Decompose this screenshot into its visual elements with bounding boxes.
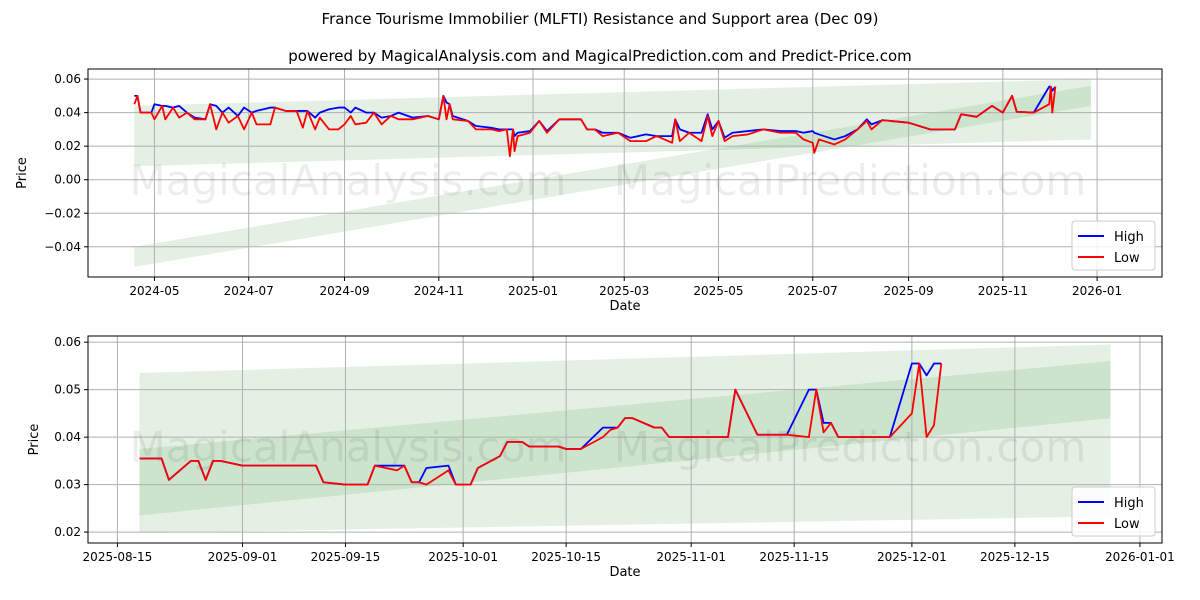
x-tick-label: 2025-07	[788, 284, 838, 298]
watermark-prediction: MagicalPrediction.com	[614, 423, 1087, 472]
x-tick-label: 2025-09-01	[208, 550, 278, 564]
y-tick-label: 0.02	[54, 525, 81, 539]
y-tick-label: 0.03	[54, 478, 81, 492]
y-axis-label: Price	[15, 157, 30, 189]
band-2	[139, 361, 1111, 516]
x-axis-label: Date	[609, 565, 640, 580]
band-1	[139, 344, 1111, 534]
x-tick-label: 2026-01-01	[1105, 550, 1175, 564]
legend-label-low: Low	[1114, 251, 1140, 266]
x-tick-label: 2025-05	[693, 284, 743, 298]
plot-frame	[87, 335, 1163, 544]
chart-title: France Tourisme Immobilier (MLFTI) Resis…	[321, 10, 879, 28]
y-tick-label: 0.06	[54, 335, 81, 349]
watermark-prediction: MagicalPrediction.com	[614, 156, 1087, 205]
x-tick-label: 2025-03	[599, 284, 649, 298]
chart-1: 2024-05 2024-07 2024-09 2024-11 2025-01 2025-…	[15, 68, 1163, 314]
x-tick-label: 2024-09	[319, 284, 369, 298]
watermark-analysis: MagicalAnalysis.com	[130, 156, 567, 205]
x-tick-label: 2025-10-15	[531, 550, 601, 564]
y-tick-label: 0.05	[54, 383, 81, 397]
x-tick-label: 2024-07	[224, 284, 274, 298]
band-1	[134, 79, 1091, 167]
y-tick-label: 0.04	[54, 430, 81, 444]
series-low	[133, 85, 1057, 158]
y-tick-label: 0.00	[54, 173, 81, 187]
y-tick-label: 0.04	[54, 106, 81, 120]
y-tick-label: 0.02	[54, 139, 81, 153]
x-tick-label: 2024-11	[414, 284, 464, 298]
chart-subtitle: powered by MagicalAnalysis.com and Magic…	[288, 47, 912, 65]
x-tick-label: 2025-09	[883, 284, 933, 298]
x-tick-label: 2025-10-01	[428, 550, 498, 564]
legend: High Low	[1071, 486, 1156, 537]
x-tick-label: 2024-05	[129, 284, 179, 298]
y-tick-label: −0.02	[44, 206, 81, 220]
legend: High Low	[1071, 220, 1156, 271]
x-tick-label: 2026-01	[1072, 284, 1122, 298]
x-axis-label: Date	[609, 299, 640, 314]
x-tick-label: 2025-09-15	[311, 550, 381, 564]
legend-label-low: Low	[1114, 517, 1140, 532]
legend-label-high: High	[1114, 230, 1144, 245]
watermark-analysis: MagicalAnalysis.com	[130, 423, 567, 472]
y-tick-label: 0.06	[54, 72, 81, 86]
x-tick-label: 2025-12-01	[877, 550, 947, 564]
chart-2: 2025-08-15 2025-09-01 2025-09-15 2025-10-01…	[27, 335, 1175, 580]
legend-label-high: High	[1114, 496, 1144, 511]
band-2	[134, 85, 1091, 267]
series-low	[139, 362, 943, 486]
plot-frame	[87, 68, 1163, 278]
x-tick-label: 2025-08-15	[83, 550, 153, 564]
x-tick-label: 2025-11-15	[759, 550, 829, 564]
x-tick-label: 2025-12-15	[980, 550, 1050, 564]
y-tick-label: −0.04	[44, 240, 81, 254]
y-axis-label: Price	[27, 424, 42, 456]
x-tick-label: 2025-01	[508, 284, 558, 298]
x-tick-label: 2025-11	[978, 284, 1028, 298]
x-tick-label: 2025-11-01	[656, 550, 726, 564]
